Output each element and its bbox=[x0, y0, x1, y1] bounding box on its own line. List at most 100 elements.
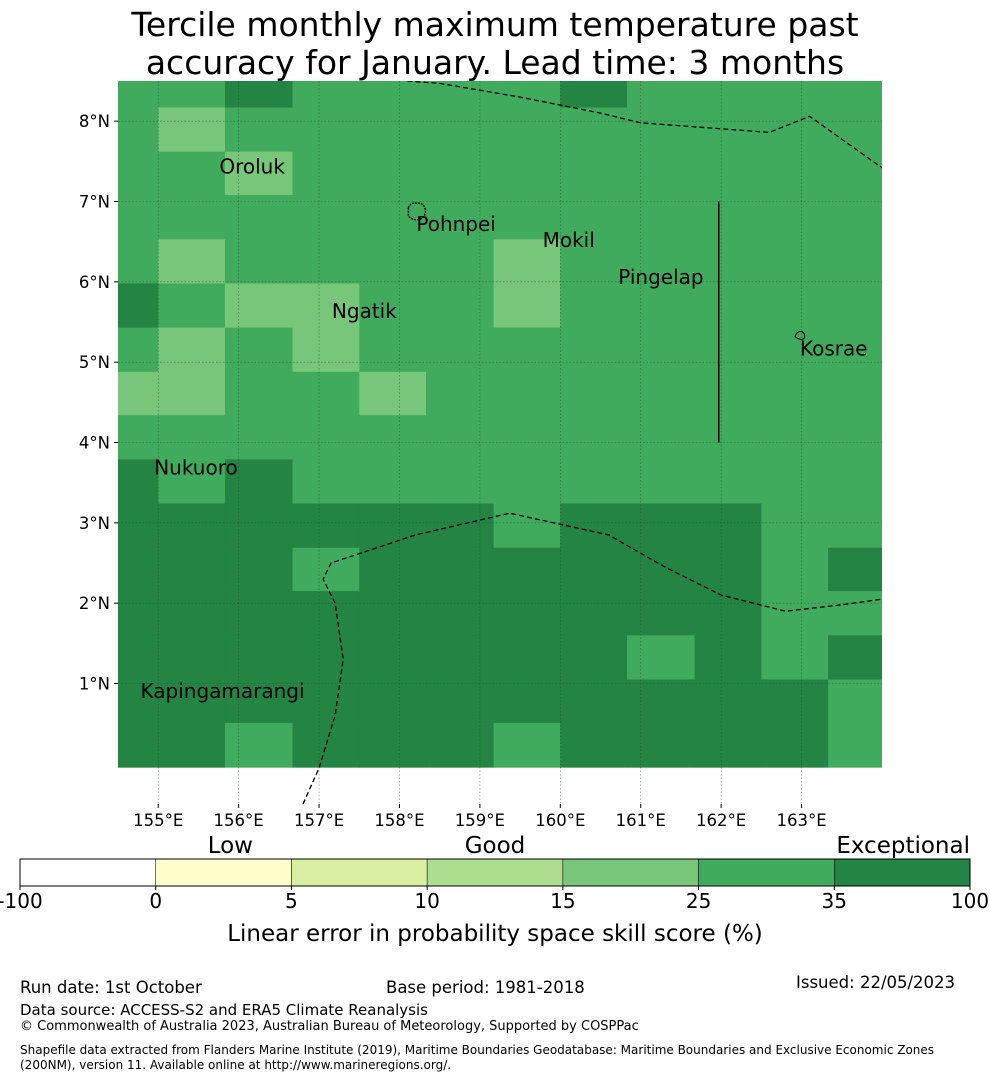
heatmap-cell bbox=[828, 679, 882, 724]
heatmap-cell bbox=[694, 283, 762, 329]
y-tick-label: 1°N bbox=[79, 675, 110, 694]
heatmap-cell bbox=[224, 503, 294, 549]
heatmap-cell bbox=[761, 722, 829, 768]
heatmap-cell bbox=[359, 459, 427, 505]
heatmap-cell bbox=[359, 107, 427, 153]
heatmap-cell bbox=[118, 81, 159, 109]
heatmap-cell bbox=[627, 679, 696, 724]
heatmap-cell bbox=[118, 107, 159, 153]
heatmap-cell bbox=[292, 371, 360, 416]
y-axis-ticks: 1°N 2°N 3°N 4°N 5°N 6°N 7°N 8°N bbox=[79, 112, 118, 694]
heatmap-cell bbox=[761, 151, 829, 196]
x-tick-label: 162°E bbox=[696, 811, 746, 830]
heatmap-cell bbox=[158, 547, 226, 592]
eez-boundaries bbox=[302, 81, 882, 804]
colorbar-tick-label: 35 bbox=[822, 889, 847, 913]
heatmap-cell bbox=[359, 283, 427, 329]
x-tick-label: 161°E bbox=[616, 811, 666, 830]
heatmap-cell bbox=[627, 635, 696, 681]
heatmap-cell bbox=[224, 371, 294, 416]
heatmap-cell bbox=[224, 327, 294, 373]
heatmap-cell bbox=[118, 415, 159, 460]
heatmap-cell bbox=[292, 283, 360, 329]
heatmap-cell bbox=[292, 722, 360, 768]
heatmap-cell bbox=[828, 195, 882, 240]
heatmap-cell bbox=[426, 371, 495, 416]
heatmap-cell bbox=[627, 503, 696, 549]
graticule bbox=[118, 81, 882, 804]
colorbar-segment bbox=[834, 858, 971, 887]
heatmap-cell bbox=[158, 503, 226, 549]
colorbar-tick-label: -100 bbox=[0, 889, 43, 913]
heatmap-cell bbox=[224, 239, 294, 285]
heatmap-cell bbox=[426, 722, 495, 768]
colorbar-segment bbox=[426, 858, 564, 887]
heatmap-cell bbox=[493, 415, 561, 460]
heatmap-cell bbox=[158, 283, 226, 329]
heatmap-cell bbox=[828, 283, 882, 329]
heatmap-cell bbox=[560, 283, 628, 329]
colorbar: -100 0 5 10 15 25 35 100 Low Good Exceptional Linea… bbox=[0, 833, 989, 947]
heatmap-cell bbox=[493, 327, 561, 373]
heatmap-cell bbox=[118, 283, 159, 329]
colorbar-tick-label: 100 bbox=[951, 889, 989, 913]
heatmap-cell bbox=[292, 591, 360, 636]
heatmap-cell bbox=[828, 151, 882, 196]
data-source: Data source: ACCESS-S2 and ERA5 Climate … bbox=[20, 1001, 428, 1019]
heatmap-cell bbox=[560, 81, 628, 109]
heatmap-cell bbox=[694, 459, 762, 505]
y-tick-label: 3°N bbox=[79, 514, 110, 533]
heatmap-cell bbox=[118, 547, 159, 592]
heatmap-cell bbox=[426, 81, 495, 109]
place-label-kapingamarangi: Kapingamarangi bbox=[141, 679, 305, 703]
heatmap-cell bbox=[560, 459, 628, 505]
heatmap-cell bbox=[627, 371, 696, 416]
colorbar-tick-label: 5 bbox=[285, 889, 298, 913]
heatmap-cell bbox=[359, 722, 427, 768]
heatmap-cell bbox=[761, 195, 829, 240]
heatmap-cell bbox=[426, 415, 495, 460]
heatmap-cell bbox=[828, 239, 882, 285]
y-tick-label: 4°N bbox=[79, 434, 110, 453]
x-tick-label: 156°E bbox=[214, 811, 264, 830]
heatmap-cell bbox=[627, 107, 696, 153]
heatmap-cell bbox=[560, 591, 628, 636]
colorbar-category-label: Exceptional bbox=[836, 833, 970, 859]
heatmap-cell bbox=[694, 635, 762, 681]
colorbar-tick-label: 0 bbox=[149, 889, 162, 913]
heatmap-cell bbox=[627, 547, 696, 592]
x-tick-label: 155°E bbox=[133, 811, 183, 830]
heatmap-cell bbox=[627, 151, 696, 196]
colorbar-tick-label: 15 bbox=[550, 889, 575, 913]
heatmap-cell bbox=[694, 371, 762, 416]
x-tick-label: 163°E bbox=[776, 811, 826, 830]
place-label-nukuoro: Nukuoro bbox=[154, 456, 238, 480]
heatmap-cell bbox=[292, 195, 360, 240]
heatmap-cell bbox=[828, 591, 882, 636]
heatmap-cell bbox=[560, 195, 628, 240]
heatmap-cell bbox=[761, 503, 829, 549]
heatmap-cell bbox=[694, 195, 762, 240]
heatmap-cell bbox=[828, 327, 882, 373]
heatmap-cell bbox=[426, 283, 495, 329]
heatmap-cell bbox=[118, 239, 159, 285]
heatmap-cell bbox=[292, 415, 360, 460]
heatmap-cell bbox=[158, 415, 226, 460]
heatmap-cell bbox=[158, 195, 226, 240]
heatmap-cell bbox=[761, 635, 829, 681]
y-tick-label: 6°N bbox=[79, 273, 110, 292]
heatmap-cell bbox=[359, 547, 427, 592]
heatmap-cell bbox=[292, 81, 360, 109]
heatmap-cell bbox=[627, 459, 696, 505]
heatmap-cell bbox=[359, 81, 427, 109]
heatmap-cell bbox=[627, 415, 696, 460]
heatmap-cell bbox=[761, 327, 829, 373]
y-tick-label: 5°N bbox=[79, 353, 110, 372]
heatmap-cell bbox=[158, 81, 226, 109]
heatmap-cell bbox=[359, 239, 427, 285]
heatmap-cell bbox=[493, 283, 561, 329]
heatmap-cell bbox=[359, 327, 427, 373]
heatmap-cell bbox=[694, 151, 762, 196]
colorbar-segment bbox=[562, 858, 699, 887]
